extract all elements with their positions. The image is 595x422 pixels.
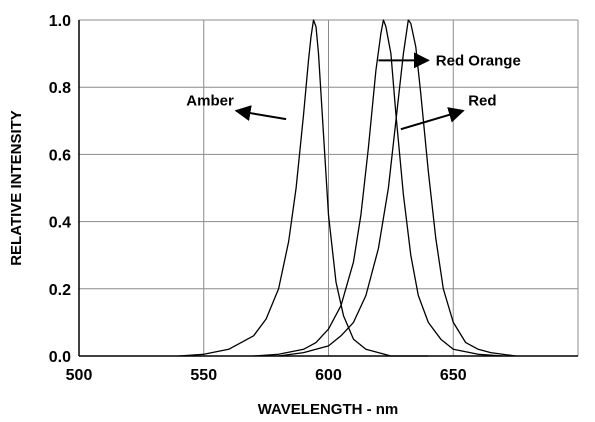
y-tick-label: 0.4 <box>49 215 71 232</box>
series-line-red-orange <box>253 19 504 357</box>
grid-lines <box>78 19 579 357</box>
y-tick-label: 1.0 <box>49 13 71 30</box>
y-tick-label: 0.2 <box>49 282 71 299</box>
y-axis-title: RELATIVE INTENSITY <box>8 110 25 266</box>
series-line-amber <box>178 19 429 357</box>
x-tick-label: 650 <box>440 367 467 384</box>
series-line-red <box>278 19 516 357</box>
x-tick-label: 600 <box>315 367 342 384</box>
tick-labels: 500 550 600 650 0.0 0.2 0.4 0.6 0.8 1.0 <box>49 13 467 384</box>
y-tick-label: 0.8 <box>49 80 71 97</box>
x-tick-label: 550 <box>190 367 217 384</box>
annotation-label-red-orange: Red Orange <box>436 52 521 69</box>
annotation-arrow-red <box>400 107 465 131</box>
x-tick-label: 500 <box>66 367 93 384</box>
y-tick-label: 0.6 <box>49 147 71 164</box>
annotation-label-red: Red <box>468 93 496 110</box>
annotation-arrow-amber <box>234 105 287 121</box>
annotations: Amber Red Orange Red <box>186 52 521 131</box>
annotation-label-amber: Amber <box>186 93 234 110</box>
y-tick-label: 0.0 <box>49 349 71 366</box>
series-lines <box>178 19 516 357</box>
x-axis-title: WAVELENGTH - nm <box>258 401 399 418</box>
